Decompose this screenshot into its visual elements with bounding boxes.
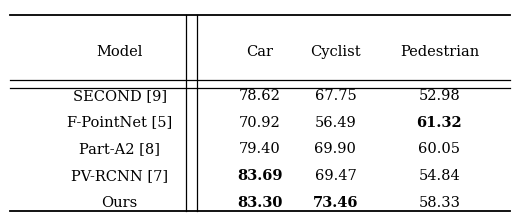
- Text: Car: Car: [246, 45, 274, 59]
- Text: 69.90: 69.90: [315, 142, 356, 156]
- Text: Part-A2 [8]: Part-A2 [8]: [79, 142, 160, 156]
- Text: 70.92: 70.92: [239, 116, 281, 130]
- Text: 54.84: 54.84: [419, 169, 460, 183]
- Text: 61.32: 61.32: [417, 116, 462, 130]
- Text: SECOND [9]: SECOND [9]: [72, 89, 167, 103]
- Text: 83.69: 83.69: [237, 169, 283, 183]
- Text: 58.33: 58.33: [419, 196, 460, 210]
- Text: 79.40: 79.40: [239, 142, 281, 156]
- Text: 78.62: 78.62: [239, 89, 281, 103]
- Text: Pedestrian: Pedestrian: [400, 45, 479, 59]
- Text: 73.46: 73.46: [313, 196, 358, 210]
- Text: PV-RCNN [7]: PV-RCNN [7]: [71, 169, 168, 183]
- Text: 83.30: 83.30: [237, 196, 283, 210]
- Text: 52.98: 52.98: [419, 89, 460, 103]
- Text: 69.47: 69.47: [315, 169, 356, 183]
- Text: 60.05: 60.05: [419, 142, 460, 156]
- Text: Model: Model: [96, 45, 143, 59]
- Text: Ours: Ours: [101, 196, 138, 210]
- Text: 67.75: 67.75: [315, 89, 356, 103]
- Text: F-PointNet [5]: F-PointNet [5]: [67, 116, 172, 130]
- Text: Cyclist: Cyclist: [310, 45, 361, 59]
- Text: 56.49: 56.49: [315, 116, 356, 130]
